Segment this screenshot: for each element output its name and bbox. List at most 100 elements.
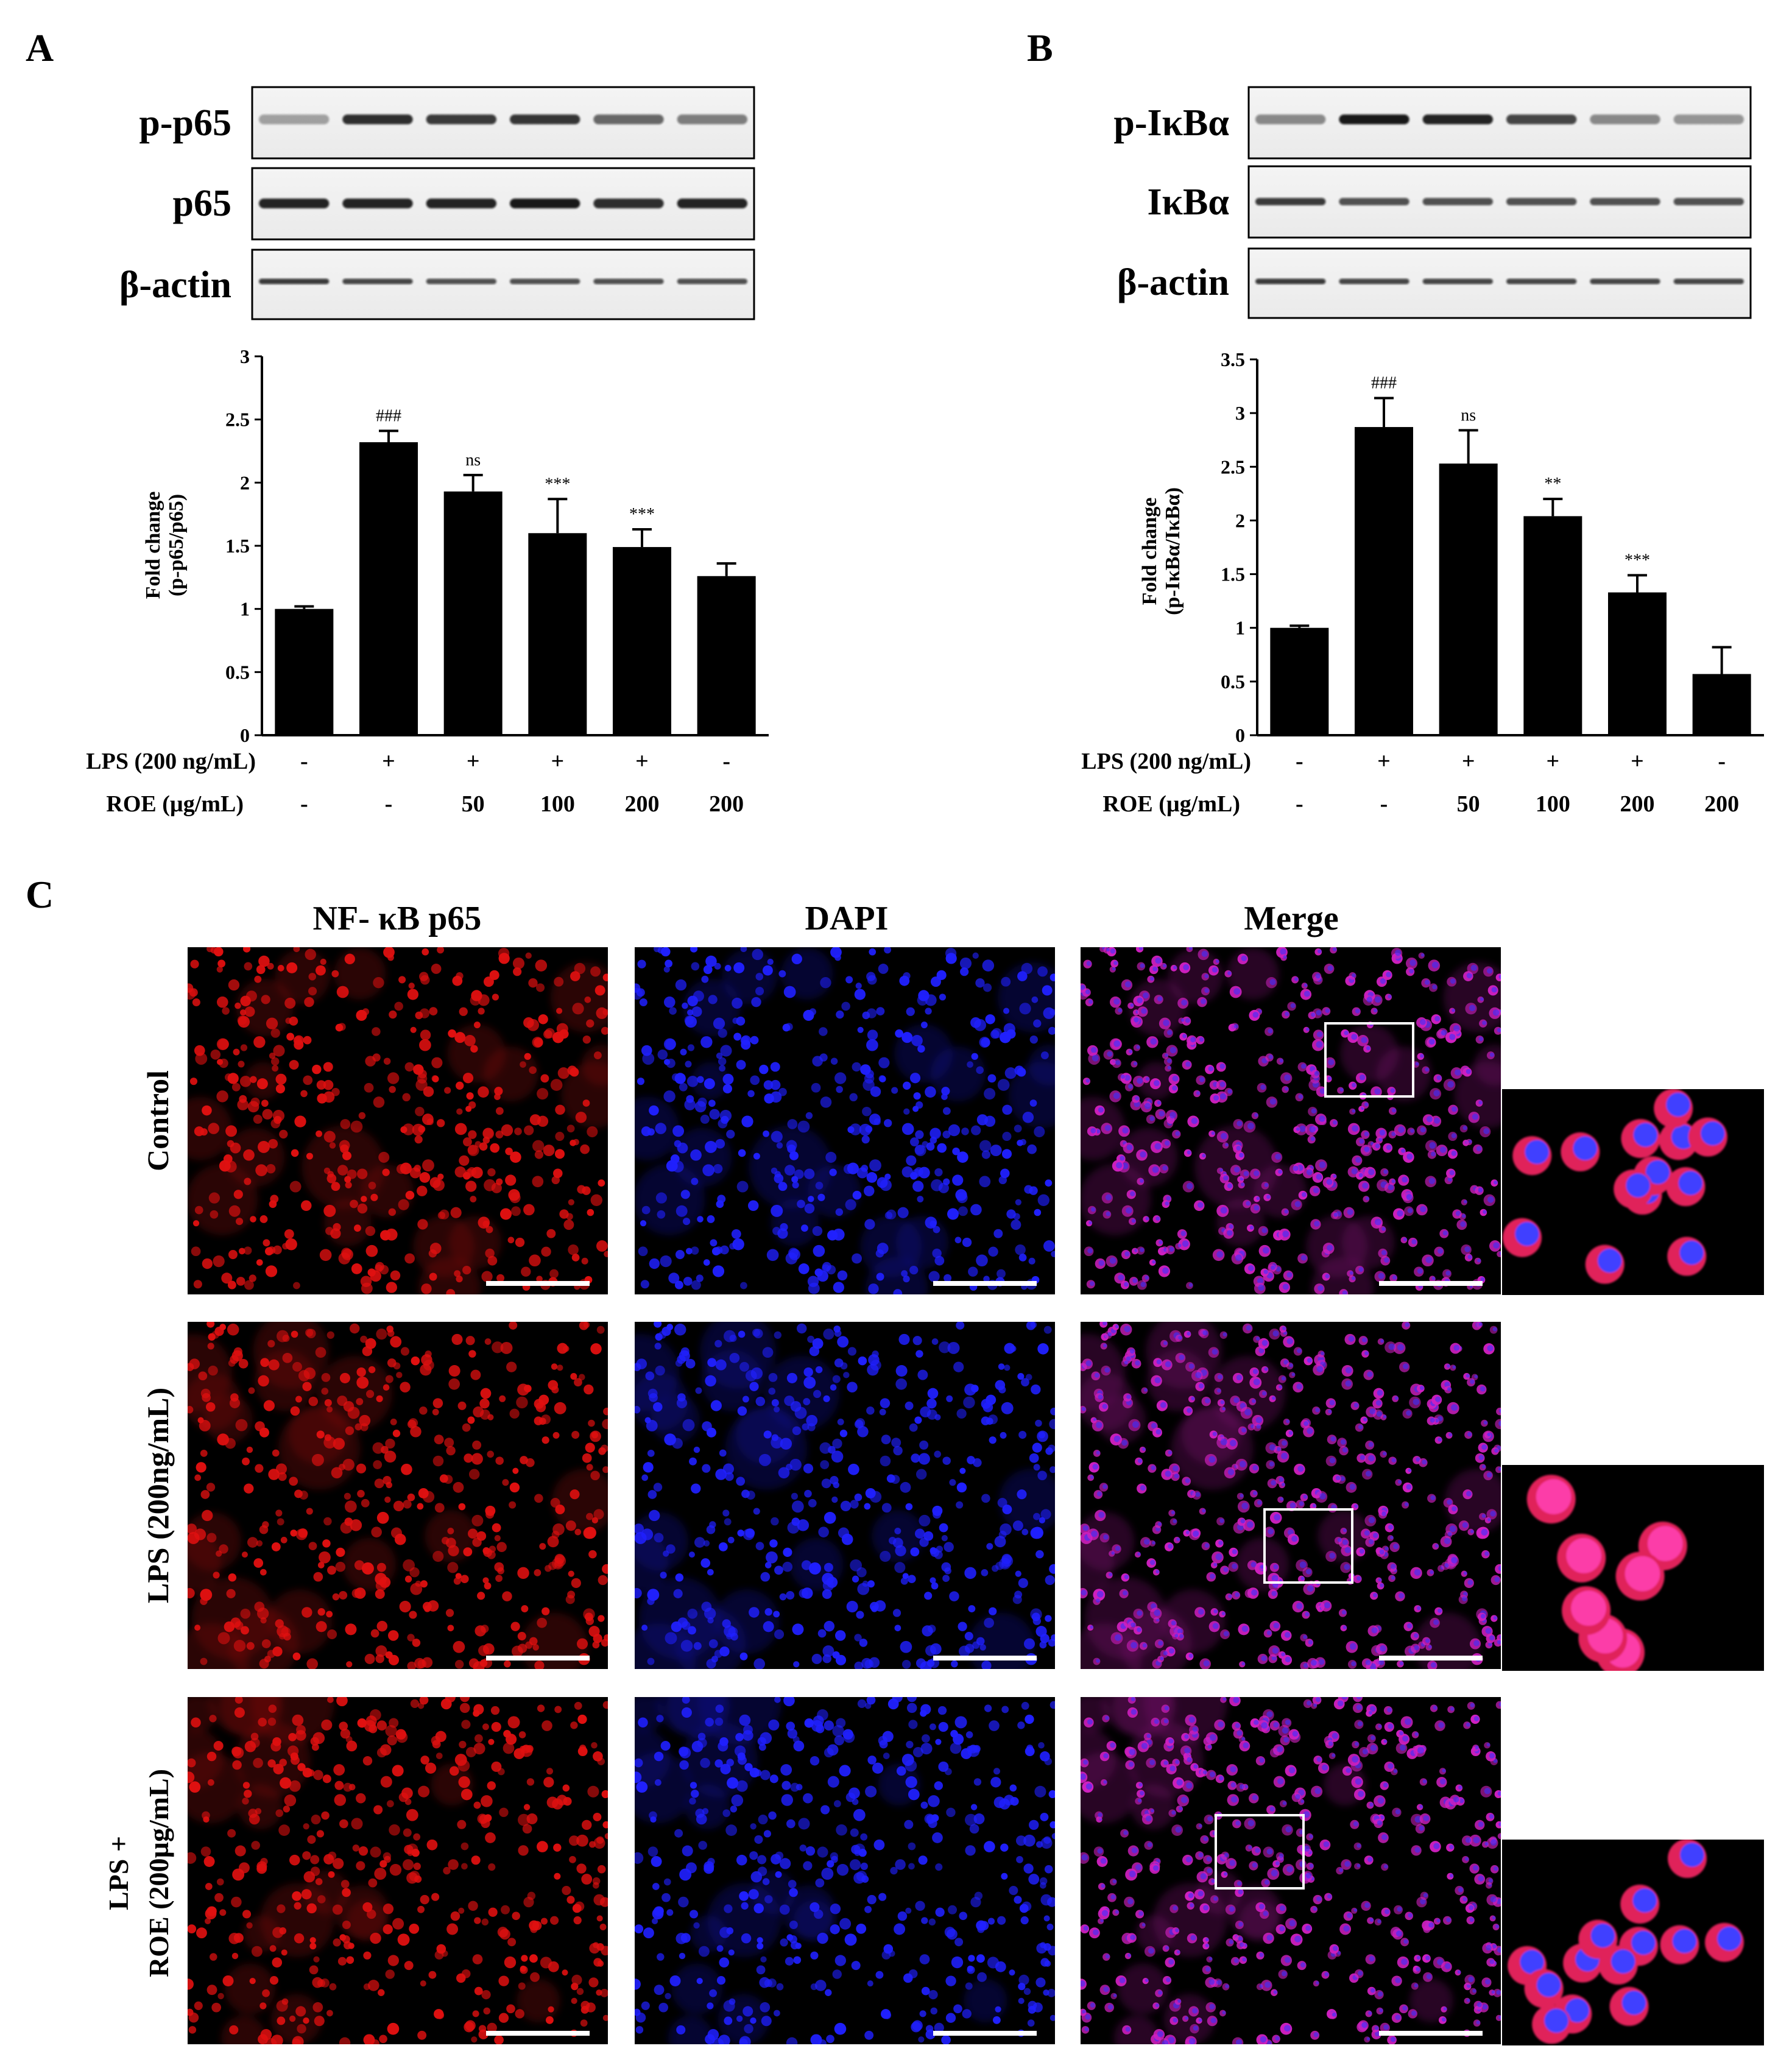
- scale-bar: [486, 2031, 590, 2036]
- blot-band: [258, 199, 330, 208]
- blot-band: [1422, 198, 1494, 205]
- micrograph: [635, 947, 1055, 1294]
- blot-band: [1339, 115, 1409, 124]
- roe-value: -: [300, 791, 308, 817]
- lps-value: -: [1296, 749, 1303, 774]
- blot-band: [426, 199, 497, 208]
- blot-strip-p-ikba: [1247, 86, 1752, 160]
- y-tick-label: 1.5: [1221, 563, 1245, 585]
- chart-b-marks: 00.511.522.533.5###ns*****: [1221, 348, 1764, 746]
- roe-value: -: [385, 791, 393, 817]
- conditions-table-b: LPS (200 ng/mL) ROE (µg/mL) - + + + + - - - 50 10…: [1081, 749, 1739, 817]
- chart-a-marks: 0 0.5 1 1.5 2 2.5 3 ### ns *** ***: [225, 345, 769, 746]
- scale-bar: [1379, 1656, 1483, 1660]
- western-blot-a: p-p65 p65 β-actin: [119, 86, 755, 320]
- roe-label-b: ROE (µg/mL): [1102, 791, 1240, 817]
- bar: [275, 609, 334, 735]
- blot-band: [342, 199, 413, 208]
- significance-label: **: [1544, 475, 1561, 493]
- significance-label: ###: [376, 406, 401, 425]
- panel-c: C NF- κB p65 DAPI Merge Control LPS (200…: [26, 873, 1764, 2045]
- significance-label: ***: [1624, 551, 1650, 570]
- micrograph-cells: [188, 947, 608, 1294]
- lps-label-b: LPS (200 ng/mL): [1081, 749, 1251, 774]
- roe-value: 200: [1620, 791, 1655, 817]
- blot-band: [1673, 278, 1744, 284]
- micrograph: [188, 1697, 608, 2044]
- blot-band: [1506, 115, 1577, 124]
- y-tick-label: 3: [240, 345, 250, 367]
- panel-label-b: B: [1027, 26, 1053, 69]
- bar: [528, 533, 587, 735]
- blot-band: [1590, 115, 1660, 124]
- bar: [613, 547, 671, 735]
- micrograph-grid: [188, 947, 1764, 2045]
- y-tick-label: 2.5: [1221, 456, 1245, 478]
- y-tick-label: 1: [1235, 617, 1245, 639]
- roe-value: -: [1380, 791, 1388, 817]
- lps-value: +: [1631, 749, 1644, 774]
- blot-label-ikba: IκBα: [1147, 182, 1229, 223]
- blot-band: [593, 278, 664, 284]
- micrograph-cells: [188, 1697, 608, 2044]
- bar: [1270, 627, 1329, 735]
- blot-band: [1422, 278, 1494, 284]
- inset-cells: [1508, 1840, 1744, 2044]
- micrograph: [188, 947, 608, 1294]
- bar: [1523, 516, 1582, 735]
- lps-value: +: [467, 749, 480, 774]
- row-label-lps-roe-line2: ROE (200µg/mL): [143, 1769, 174, 1977]
- blot-band: [677, 115, 748, 124]
- micrograph: [1081, 1322, 1501, 1669]
- roe-value: 100: [540, 791, 575, 817]
- y-tick-label: 3: [1235, 402, 1245, 424]
- blot-band: [258, 115, 330, 124]
- significance-label: ###: [1371, 373, 1397, 392]
- roe-value: 200: [709, 791, 744, 817]
- blot-label-beta-actin-b: β-actin: [1117, 262, 1229, 303]
- roe-value: -: [1296, 791, 1303, 817]
- lps-value: -: [300, 749, 308, 774]
- y-axis-label-b-line2: (p-IκBα/IκBα): [1162, 487, 1184, 615]
- significance-label: ns: [465, 451, 481, 470]
- blot-band: [426, 278, 497, 284]
- blot-band: [509, 115, 580, 124]
- y-tick-label: 0: [1235, 724, 1245, 746]
- zoom-region-box: [1263, 1508, 1353, 1584]
- bar: [697, 576, 756, 735]
- y-axis-label-a-line2: (p-p65/p65): [165, 494, 188, 596]
- blot-label-beta-actin-a: β-actin: [119, 264, 231, 306]
- roe-label-a: ROE (µg/mL): [106, 791, 244, 817]
- blot-strip-beta-actin-b: [1247, 247, 1752, 319]
- lps-value: -: [1718, 749, 1726, 774]
- blot-band: [593, 199, 664, 208]
- y-tick-label: 0.5: [225, 661, 250, 683]
- y-tick-label: 0.5: [1221, 671, 1245, 693]
- roe-value: 200: [1704, 791, 1739, 817]
- bar-chart-b: 00.511.522.533.5###ns***** Fold change (…: [1138, 348, 1764, 746]
- inset-cells: [1526, 1475, 1687, 1671]
- blot-strip-beta-actin-a: [251, 249, 755, 320]
- bar: [359, 442, 418, 735]
- column-header-merge: Merge: [1244, 900, 1338, 937]
- y-axis-label-b-line1: Fold change: [1138, 498, 1161, 605]
- bar: [1355, 427, 1413, 735]
- blot-band: [677, 199, 748, 208]
- column-header-nfkb: NF- κB p65: [313, 900, 482, 937]
- micrograph: [1081, 1697, 1501, 2044]
- micrograph: [1081, 947, 1501, 1294]
- conditions-table-a: LPS (200 ng/mL) ROE (µg/mL) - + + + + - - - 50 10…: [86, 749, 744, 817]
- magnified-inset: [1502, 1089, 1764, 1295]
- roe-value: 100: [1536, 791, 1570, 817]
- blot-label-p-p65: p-p65: [139, 102, 231, 144]
- scale-bar: [933, 1656, 1037, 1660]
- y-tick-label: 0: [240, 724, 250, 746]
- bar: [1439, 463, 1498, 735]
- y-tick-label: 2.5: [225, 409, 250, 431]
- micrograph: [635, 1322, 1055, 1669]
- y-tick-label: 1: [240, 598, 250, 620]
- panel-a: A p-p65 p65 β-actin 0 0.5 1 1.5 2 2.5 3 ### ns **…: [26, 26, 769, 817]
- blot-bands-b: [1255, 115, 1744, 284]
- roe-value: 50: [462, 791, 485, 817]
